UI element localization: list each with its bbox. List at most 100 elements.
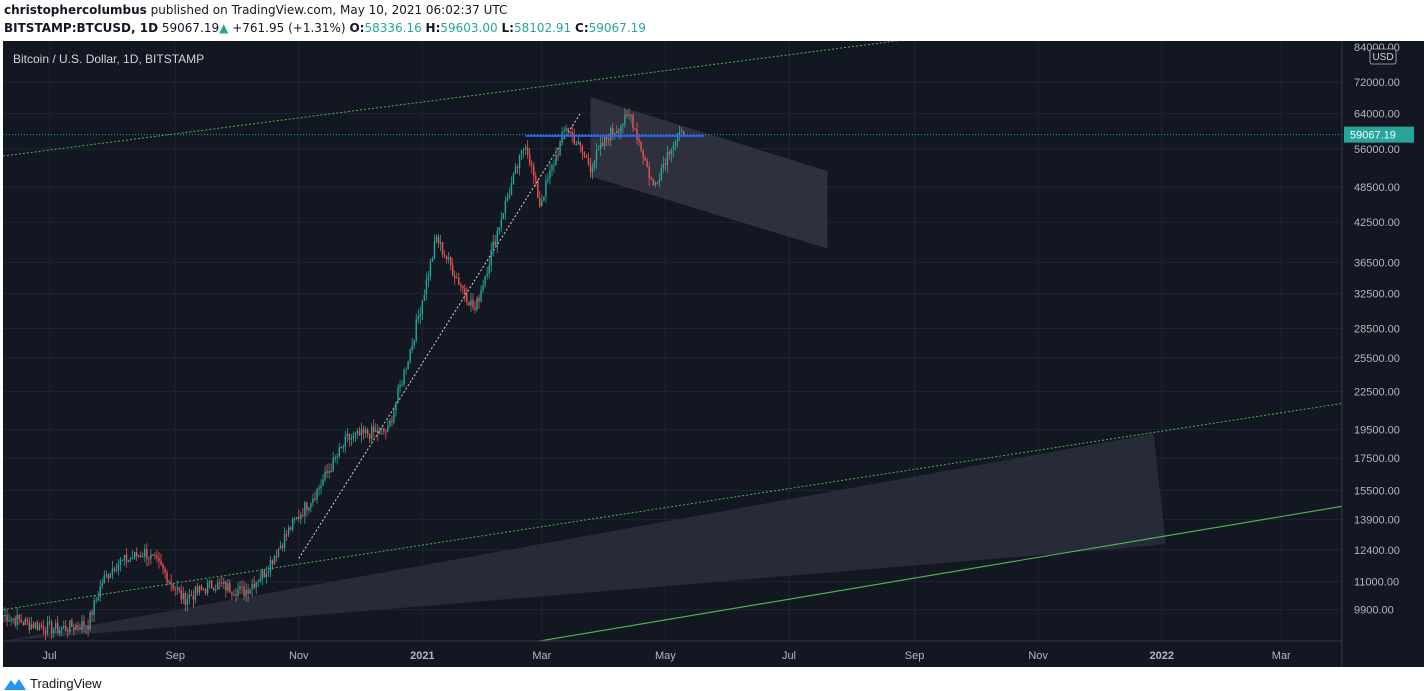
candle-body <box>279 545 282 549</box>
candle-body <box>549 170 551 179</box>
candle-body <box>217 582 219 590</box>
lower-channel-line <box>539 505 1343 642</box>
candle-body <box>342 446 345 448</box>
currency-label: USD <box>1372 52 1393 63</box>
candle-body <box>127 559 130 563</box>
candle-body <box>14 618 16 625</box>
candle-body <box>632 114 634 128</box>
y-tick-label: 32500.00 <box>1354 289 1400 301</box>
candle-body <box>73 627 75 630</box>
candle-body <box>198 586 201 593</box>
candle-body <box>379 428 381 434</box>
candle-body <box>243 586 245 597</box>
high-label: H: <box>425 21 441 35</box>
candle-body <box>59 629 61 634</box>
candle-body <box>577 141 580 145</box>
candle-body <box>484 276 486 286</box>
candle-body <box>204 589 207 594</box>
candle-body <box>8 620 10 622</box>
candle-body <box>184 593 187 605</box>
candle-body <box>154 555 156 557</box>
candle-body <box>563 130 565 133</box>
candle-body <box>115 570 118 572</box>
candle-body <box>660 168 663 180</box>
candle-body <box>460 284 462 287</box>
author-name[interactable]: christophercolumbus <box>4 3 147 17</box>
candle-body <box>417 316 419 320</box>
candle-body <box>93 600 95 616</box>
brand-name[interactable]: TradingView <box>30 676 102 691</box>
candle-body <box>249 588 251 594</box>
candle-body <box>223 581 225 584</box>
candle-body <box>38 624 41 630</box>
candle-body <box>314 498 316 500</box>
candle-body <box>490 250 492 266</box>
candle-body <box>306 502 308 511</box>
candle-body <box>34 622 37 629</box>
candle-body <box>474 307 476 310</box>
candle-body <box>616 131 618 133</box>
x-tick-label: Jul <box>782 650 796 662</box>
y-tick-label: 56000.00 <box>1354 144 1400 156</box>
candle-body <box>164 568 166 573</box>
candle-body <box>565 128 567 131</box>
candle-body <box>644 157 646 161</box>
candle-body <box>389 420 391 426</box>
candle-body <box>210 580 213 589</box>
candle-body <box>44 630 47 633</box>
y-tick-label: 15500.00 <box>1354 485 1400 497</box>
close-value: 59067.19 <box>588 21 646 35</box>
candle-body <box>381 427 383 429</box>
candle-body <box>225 581 227 591</box>
published-text: published on TradingView.com, May 10, 20… <box>150 3 508 17</box>
candle-body <box>421 300 424 315</box>
candle-body <box>464 288 466 295</box>
candle-body <box>219 582 221 584</box>
candle-body <box>425 279 428 295</box>
candle-body <box>674 141 677 146</box>
candle-body <box>328 470 330 473</box>
candle-body <box>620 126 622 133</box>
candle-body <box>575 144 577 146</box>
candle-body <box>368 434 371 439</box>
y-tick-label: 22500.00 <box>1354 386 1400 398</box>
y-tick-label: 25500.00 <box>1354 353 1400 365</box>
up-arrow-icon: ▲ <box>219 21 229 35</box>
candle-body <box>614 132 616 134</box>
candle-body <box>67 630 69 632</box>
candle-body <box>678 131 681 138</box>
x-tick-label: Sep <box>165 650 185 662</box>
candle-body <box>622 124 624 127</box>
candle-body <box>537 180 539 199</box>
candle-body <box>423 294 426 301</box>
candle-body <box>265 573 268 578</box>
candle-body <box>599 143 602 149</box>
candle-body <box>375 430 377 432</box>
candle-body <box>83 620 85 627</box>
candle-body <box>186 599 189 605</box>
candle-body <box>247 589 249 594</box>
candle-body <box>636 128 638 140</box>
candle-body <box>670 149 673 155</box>
candle-body <box>196 586 199 593</box>
candle-body <box>437 237 440 244</box>
last-price-tag <box>1344 126 1414 143</box>
candle-body <box>212 588 215 591</box>
candle-body <box>281 545 284 548</box>
candle-body <box>482 285 484 291</box>
candle-body <box>628 114 630 116</box>
candle-body <box>646 160 648 167</box>
candle-body <box>672 145 675 150</box>
candle-body <box>237 589 239 596</box>
candle-body <box>18 614 20 620</box>
candle-body <box>352 434 355 439</box>
shaded-range-box <box>3 433 1166 641</box>
candle-body <box>95 599 97 601</box>
candle-body <box>170 581 172 584</box>
price-chart[interactable]: 84000.0072000.0064000.0056000.0048500.00… <box>3 41 1424 667</box>
candle-body <box>332 457 334 472</box>
chart-area[interactable]: 84000.00 72000.00 64000.00 56000.00 48500.00… <box>3 41 1424 667</box>
candle-body <box>227 583 229 591</box>
candle-body <box>589 164 592 172</box>
candle-body <box>99 586 101 598</box>
